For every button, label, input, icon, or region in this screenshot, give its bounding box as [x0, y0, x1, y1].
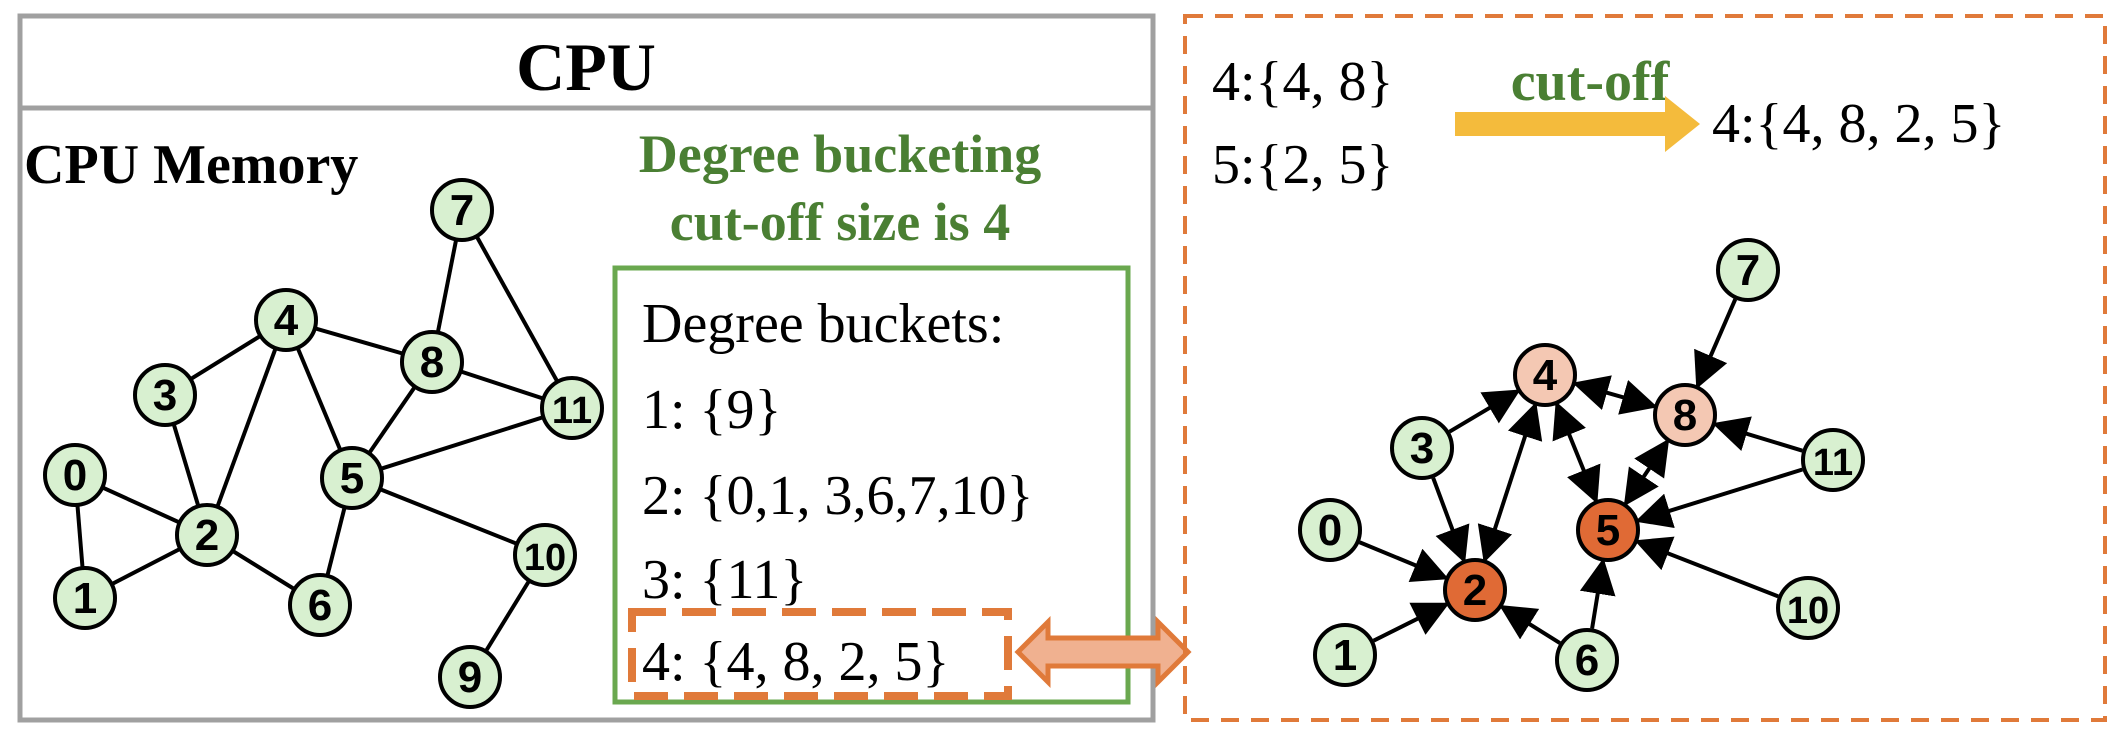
gpu-edge-11-8: [1712, 416, 1803, 453]
cutoff-label: cut-off: [1511, 51, 1671, 113]
cpu-node-label-2: 2: [195, 511, 219, 560]
gpu-edge-2-4: [1477, 402, 1543, 563]
gpu-edge-4-8: [1572, 375, 1658, 415]
gpu-node-label-7: 7: [1736, 246, 1760, 295]
cpu-node-1: 1: [53, 566, 117, 630]
gpu-node-5: 5: [1576, 498, 1640, 562]
gpu-node-1: 1: [1313, 623, 1377, 687]
gpu-node-label-6: 6: [1575, 636, 1599, 685]
cpu-node-5: 5: [320, 446, 384, 510]
cpu-node-label-8: 8: [420, 338, 444, 387]
gpu-node-4: 4: [1513, 343, 1577, 407]
gpu-node-label-4: 4: [1533, 351, 1558, 400]
cpu-node-0: 0: [43, 443, 107, 507]
bucket-3: 3: {11}: [642, 549, 807, 611]
bucket-4-highlight: [628, 608, 1012, 700]
cpu-edge-5-11: [351, 406, 573, 480]
cpu-node-label-3: 3: [153, 371, 177, 420]
gpu-graph-edges: [1358, 298, 1804, 645]
gpu-edge-6-5: [1579, 558, 1616, 629]
gpu-edge-11-5: [1635, 467, 1804, 529]
cpu-edge-2-4: [205, 319, 288, 536]
cpu-node-8: 8: [400, 330, 464, 394]
gpu-edge-5-8: [1623, 438, 1670, 507]
cpu-node-7: 7: [430, 178, 494, 242]
gpu-node-label-2: 2: [1463, 566, 1487, 615]
cpu-node-label-7: 7: [450, 186, 474, 235]
gpu-edge-3-2: [1431, 477, 1470, 564]
cpu-memory-label: CPU Memory: [24, 134, 358, 196]
cpu-node-10: 10: [513, 523, 577, 587]
cpu-node-label-4: 4: [274, 296, 299, 345]
cpu-node-11: 11: [540, 376, 604, 440]
cpu-node-9: 9: [438, 645, 502, 709]
gpu-edge-3-4: [1448, 389, 1521, 434]
gpu-node-8: 8: [1653, 383, 1717, 447]
cpu-edge-5-10: [351, 476, 546, 557]
gpu-node-7: 7: [1716, 238, 1780, 302]
gpu-node-label-8: 8: [1673, 391, 1697, 440]
cpu-node-label-5: 5: [340, 454, 364, 503]
gpu-node-10: 10: [1776, 576, 1840, 640]
cpu-graph-nodes: 0 1 2 3 4 5 6 7 8 9 10 11: [43, 178, 604, 709]
bucket-4: 4: {4, 8, 2, 5}: [642, 631, 949, 693]
bucketing-heading-line1: Degree bucketing: [639, 124, 1041, 184]
gpu-graph-nodes: 0 1 2 3 4 5 6 7 8 10 11: [1298, 238, 1865, 692]
gpu-node-label-0: 0: [1318, 506, 1342, 555]
cutoff-arrow: [1455, 96, 1700, 152]
pre-cutoff-line-1: 4:{4, 8}: [1212, 51, 1393, 113]
cpu-node-2: 2: [175, 503, 239, 567]
bucket-link-arrow: [1014, 615, 1192, 689]
cpu-node-label-11: 11: [552, 390, 592, 432]
cpu-node-label-1: 1: [73, 574, 97, 623]
gpu-edge-0-2: [1358, 540, 1449, 583]
cpu-panel-frame: [17, 13, 1156, 723]
gpu-edge-6-2: [1499, 605, 1561, 645]
cpu-title: CPU: [516, 29, 656, 105]
gpu-edge-4-5: [1552, 401, 1601, 504]
gpu-node-11: 11: [1801, 428, 1865, 492]
degree-buckets-box: [612, 265, 1131, 705]
gpu-node-label-5: 5: [1596, 506, 1620, 555]
cpu-node-label-9: 9: [458, 653, 482, 702]
gpu-node-label-1: 1: [1333, 631, 1357, 680]
bucket-2: 2: {0,1, 3,6,7,10}: [642, 465, 1033, 527]
gpu-edge-10-5: [1634, 536, 1779, 599]
gpu-node-label-11: 11: [1813, 442, 1853, 484]
bucketing-heading-line2: cut-off size is 4: [670, 192, 1010, 252]
gpu-node-6: 6: [1555, 628, 1619, 692]
degree-buckets-title: Degree buckets:: [642, 293, 1004, 355]
cpu-node-3: 3: [133, 363, 197, 427]
pre-cutoff-line-2: 5:{2, 5}: [1212, 134, 1393, 196]
gpu-node-3: 3: [1390, 416, 1454, 480]
cpu-node-label-10: 10: [524, 537, 566, 579]
gpu-edge-1-2: [1372, 602, 1450, 643]
cpu-node-4: 4: [254, 288, 318, 352]
gpu-node-2: 2: [1443, 558, 1507, 622]
post-cutoff-bucket: 4:{4, 8, 2, 5}: [1712, 93, 2005, 155]
gpu-node-label-10: 10: [1787, 590, 1829, 632]
gpu-edge-7-8: [1694, 298, 1738, 389]
bucket-1: 1: {9}: [642, 379, 781, 441]
cpu-node-6: 6: [288, 573, 352, 637]
cpu-node-label-6: 6: [308, 581, 332, 630]
cpu-edge-7-11: [460, 209, 574, 409]
gpu-panel-frame: [1183, 14, 2107, 722]
gpu-node-label-3: 3: [1410, 424, 1434, 473]
cpu-node-label-0: 0: [63, 451, 87, 500]
gpu-node-0: 0: [1298, 498, 1362, 562]
